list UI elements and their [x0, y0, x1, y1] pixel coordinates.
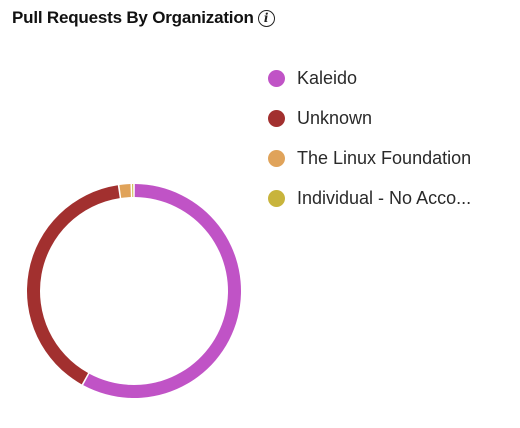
legend-label: The Linux Foundation	[297, 147, 472, 168]
legend-swatch	[268, 149, 285, 167]
chart-legend: Kaleido Unknown The Linux Foundation Indivi…	[268, 58, 471, 218]
donut-slice-unknown[interactable]	[27, 185, 120, 385]
legend-label: Unknown	[297, 107, 373, 128]
legend-swatch	[268, 189, 285, 207]
chart-title: Pull Requests By Organization	[12, 8, 254, 27]
legend-swatch	[268, 69, 285, 87]
donut-chart	[27, 184, 242, 399]
donut-slice-the-linux-foundation[interactable]	[119, 184, 131, 198]
legend-item-the-linux-foundation[interactable]: The Linux Foundation	[268, 138, 471, 178]
donut-slice-kaleido[interactable]	[83, 184, 242, 399]
donut-slice-individual-no-account[interactable]	[132, 184, 134, 198]
legend-item-individual-no-account[interactable]: Individual - No Acco...	[268, 178, 471, 218]
chart-header: Pull Requests By Organization i	[12, 8, 275, 28]
legend-label: Kaleido	[297, 67, 358, 88]
legend-item-kaleido[interactable]: Kaleido	[268, 58, 471, 98]
legend-label: Individual - No Acco...	[297, 187, 472, 208]
legend-swatch	[268, 109, 285, 127]
legend-item-unknown[interactable]: Unknown	[268, 98, 471, 138]
info-icon[interactable]: i	[257, 9, 275, 27]
